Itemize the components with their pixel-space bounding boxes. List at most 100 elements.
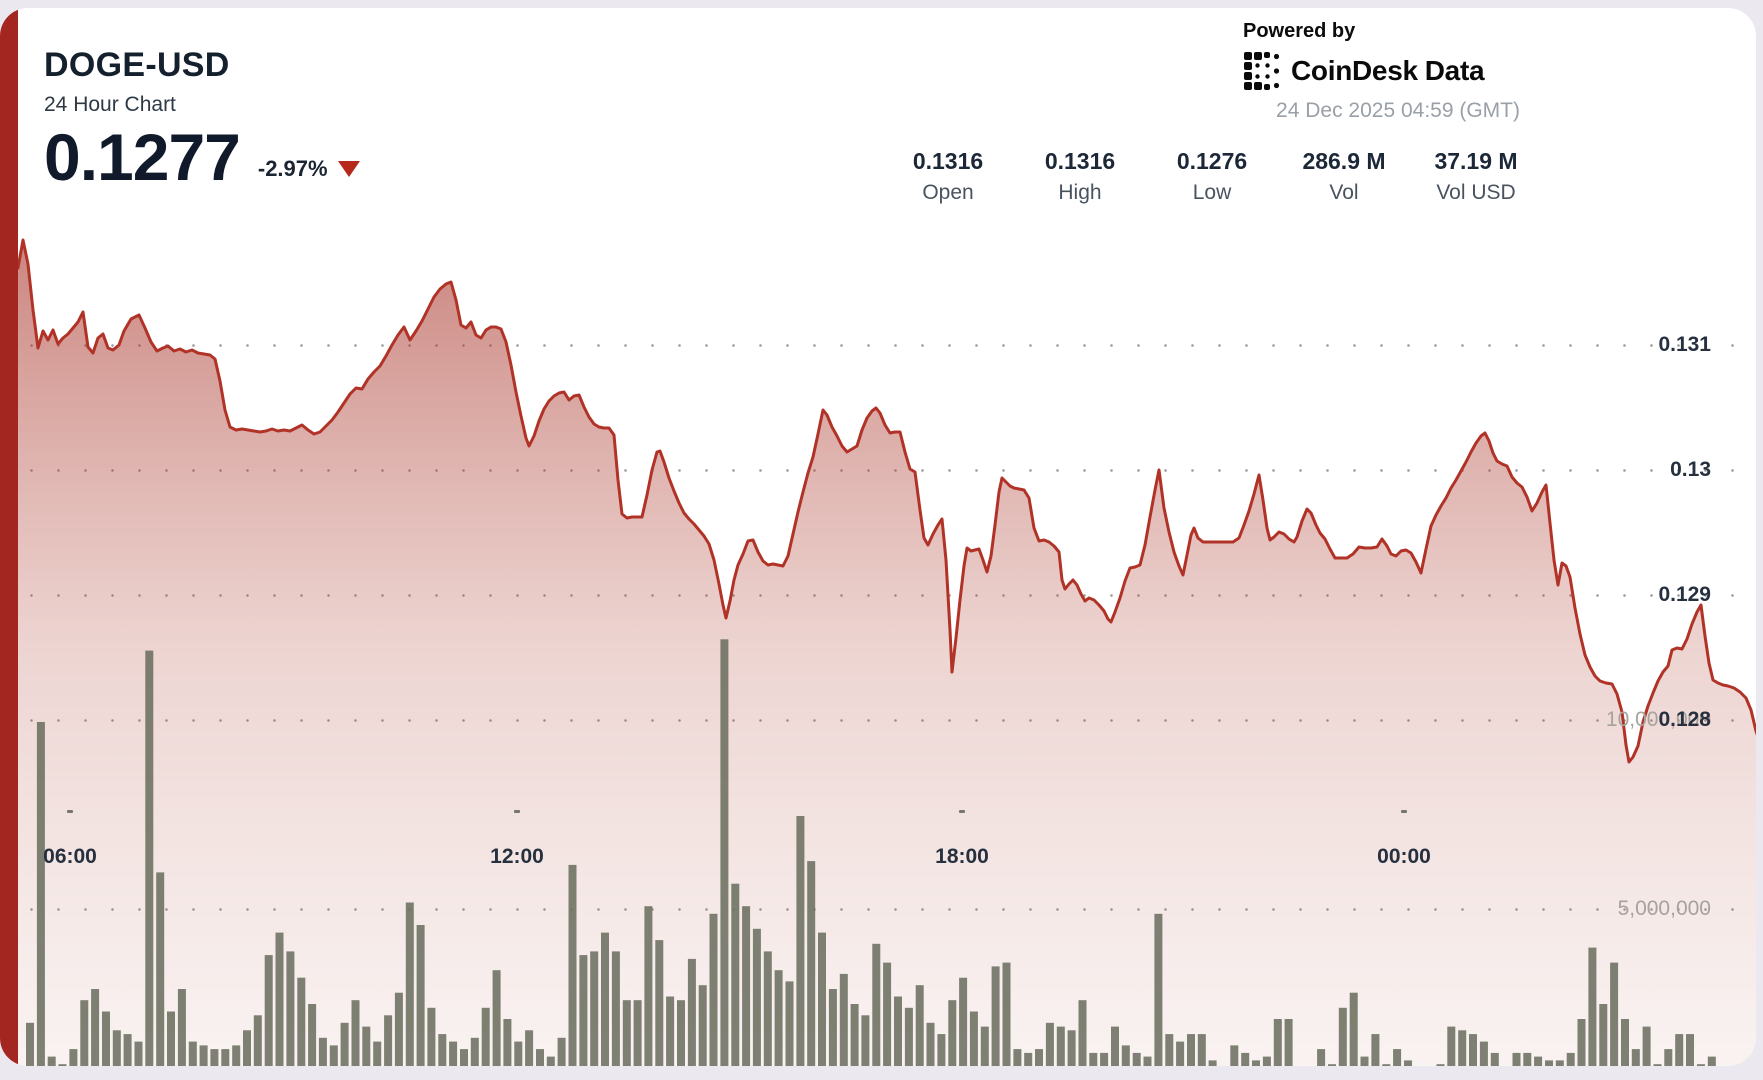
triangle-down-icon — [337, 161, 360, 177]
volume-bar — [883, 962, 892, 1066]
volume-bar — [1523, 1052, 1532, 1066]
volume-bar — [329, 1045, 338, 1066]
volume-axis-label: 5,000,000 — [1617, 897, 1711, 920]
volume-bar — [1675, 1034, 1684, 1066]
stat-high: 0.1316 High — [1016, 148, 1144, 205]
volume-bar — [1024, 1052, 1033, 1066]
volume-bar — [1447, 1026, 1456, 1066]
time-tick-mark — [1401, 810, 1407, 813]
time-tick-mark — [959, 810, 965, 813]
time-axis-label: 00:00 — [1377, 845, 1431, 868]
stat-value: 0.1276 — [1176, 148, 1248, 174]
volume-bar — [1349, 992, 1358, 1066]
volume-bar — [47, 1056, 56, 1066]
stat-low: 0.1276 Low — [1148, 148, 1276, 205]
volume-bar — [1317, 1049, 1326, 1066]
volume-bar — [557, 1037, 566, 1066]
price-axis-label: 0.131 — [1658, 333, 1711, 356]
volume-bar — [1165, 1034, 1174, 1066]
volume-bar — [1262, 1056, 1271, 1066]
time-tick-mark — [514, 810, 520, 813]
volume-bar — [156, 872, 165, 1066]
volume-bar — [915, 985, 924, 1066]
volume-bar — [264, 955, 273, 1066]
volume-bar — [36, 722, 45, 1066]
volume-bar — [1111, 1026, 1119, 1066]
volume-bar — [1067, 1030, 1076, 1066]
brand-name: CoinDesk Data — [1291, 55, 1485, 87]
coindesk-logo[interactable]: CoinDesk Data — [1243, 51, 1520, 91]
stat-vol: 286.9 M Vol — [1280, 148, 1408, 205]
last-price: 0.1277 — [44, 120, 241, 194]
volume-bar — [698, 985, 707, 1066]
volume-bar — [828, 989, 837, 1066]
volume-bar — [427, 1007, 436, 1066]
volume-bar — [752, 928, 761, 1066]
volume-bar — [655, 940, 664, 1066]
volume-bar — [177, 989, 186, 1066]
price-row: 0.1277 -2.97% — [44, 124, 360, 190]
volume-bar — [102, 1011, 110, 1066]
volume-bar — [243, 1030, 251, 1066]
symbol-title: DOGE-USD — [44, 46, 230, 84]
volume-bar — [514, 1041, 523, 1066]
volume-bar — [1273, 1019, 1282, 1066]
volume-bar — [709, 913, 718, 1066]
volume-bar — [969, 1011, 978, 1066]
volume-bar — [1404, 1060, 1412, 1066]
volume-bar — [1132, 1052, 1141, 1066]
volume-bar — [579, 955, 588, 1066]
stat-label: Open — [922, 181, 974, 204]
volume-bar — [1534, 1056, 1543, 1066]
volume-bar — [611, 951, 620, 1066]
volume-bar — [894, 996, 902, 1066]
volume-bar — [1621, 1019, 1629, 1066]
volume-bar — [123, 1034, 132, 1066]
volume-bar — [991, 966, 1000, 1066]
volume-bar — [1252, 1060, 1260, 1066]
time-axis-label: 18:00 — [935, 845, 989, 868]
volume-bar — [1208, 1060, 1217, 1066]
powered-by-label: Powered by — [1243, 20, 1356, 42]
volume-bar — [91, 989, 100, 1066]
volume-bar — [492, 970, 501, 1066]
volume-bar — [1284, 1019, 1293, 1066]
volume-bar — [1089, 1052, 1098, 1066]
volume-bar — [1035, 1049, 1043, 1066]
volume-bar — [731, 883, 740, 1066]
volume-bar — [1707, 1056, 1716, 1066]
volume-bar — [568, 864, 577, 1066]
volume-bar — [221, 1049, 230, 1066]
volume-bar — [1360, 1056, 1369, 1066]
volume-bar — [1176, 1041, 1185, 1066]
stat-label: Vol USD — [1436, 181, 1516, 204]
volume-bar — [460, 1049, 468, 1066]
price-area-fill — [18, 240, 1756, 1066]
volume-bar — [1479, 1041, 1488, 1066]
price-axis-label: 0.13 — [1670, 458, 1711, 481]
volume-bar — [1013, 1049, 1022, 1066]
volume-bar — [167, 1011, 175, 1066]
volume-bar — [818, 932, 826, 1066]
volume-bar — [590, 951, 599, 1066]
brand-data: Data — [1424, 55, 1485, 86]
volume-bar — [1588, 947, 1597, 1066]
volume-bar — [384, 1015, 393, 1066]
volume-bar — [546, 1056, 555, 1066]
change-percent: -2.97% — [257, 156, 328, 181]
volume-bar — [199, 1045, 208, 1066]
volume-bar — [926, 1022, 935, 1066]
volume-axis-label: 10,000,000 — [1605, 708, 1711, 731]
accent-bar — [0, 8, 18, 1066]
volume-bar — [1100, 1052, 1109, 1066]
volume-bar — [601, 932, 609, 1066]
volume-bar — [1328, 1064, 1336, 1066]
volume-bar — [373, 1041, 382, 1066]
attribution-block: Powered by — [1243, 20, 1520, 123]
volume-bar — [525, 1030, 534, 1066]
time-axis-label: 06:00 — [43, 845, 97, 868]
volume-bar — [351, 1000, 360, 1066]
volume-bar — [796, 816, 805, 1066]
chart-canvas[interactable]: 10,000,000 5,000,000 0.131 0.13 0.129 0.128 06… — [0, 8, 1756, 1066]
